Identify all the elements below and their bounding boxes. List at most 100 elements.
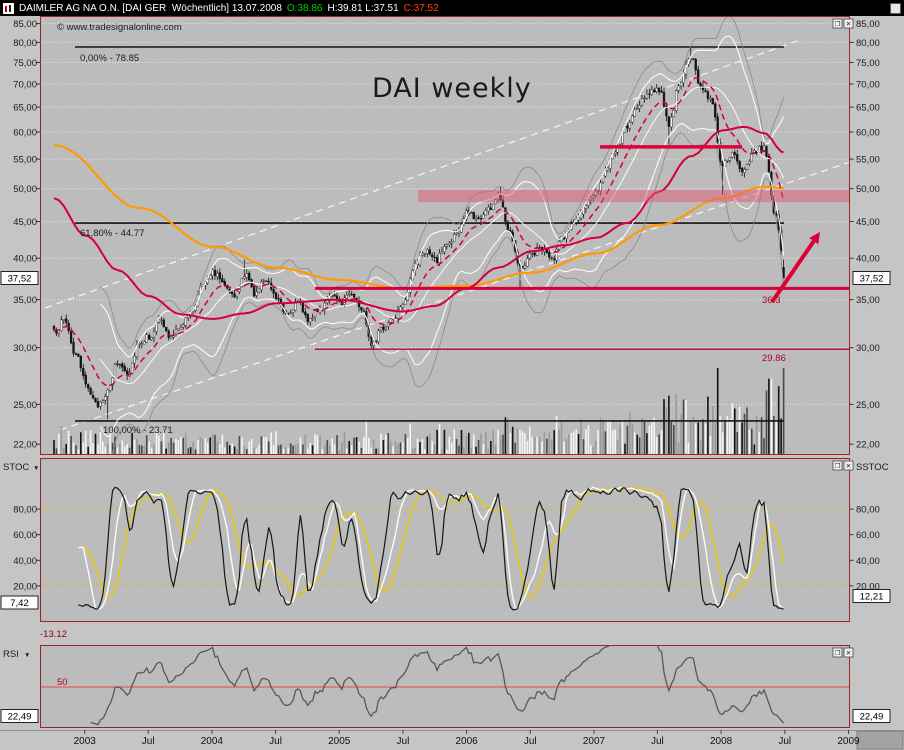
volume-bar [441, 448, 443, 454]
candle-body [289, 312, 292, 314]
stoc-close-button[interactable] [843, 460, 854, 471]
volume-bar [760, 417, 763, 454]
candle-body [348, 293, 351, 295]
volume-bar [92, 443, 94, 454]
volume-bar [521, 431, 524, 454]
volume-bar [555, 415, 558, 454]
candle-body [679, 82, 683, 87]
watermark: © www.tradesignalonline.com [57, 22, 182, 33]
rsi-close-button[interactable] [843, 647, 854, 658]
candle-body [487, 207, 490, 212]
medium-ma-crimson [53, 125, 784, 320]
volume-bar [365, 421, 368, 454]
rsi-line [90, 645, 785, 726]
volume-bar [143, 445, 146, 454]
stoc-secondary-value: -13.12 [40, 629, 67, 640]
main-restore-button[interactable] [832, 18, 843, 29]
volume-bar [246, 449, 248, 454]
axis-tick-label: 35,00 [856, 295, 880, 306]
volume-bar [626, 425, 629, 454]
stoc-dropdown-icon[interactable]: ▼ [33, 465, 39, 472]
time-label: Jul [778, 736, 791, 747]
candle-body [457, 231, 461, 234]
volume-bar [443, 429, 446, 454]
chart-titlebar: DAIMLER AG NA O.N. [DAI GER Wöchentlich]… [0, 0, 904, 16]
candle-body [296, 299, 300, 302]
instrument-chart-icon[interactable] [3, 2, 14, 14]
candle-body [728, 157, 732, 161]
candle-body [309, 318, 312, 323]
volume-bar [692, 417, 695, 454]
volume-bar [350, 445, 353, 454]
candle-body [584, 205, 588, 209]
sstoc-panel-title[interactable]: SSTOC [856, 462, 889, 473]
price-marker-left: 37,52 [0, 271, 39, 285]
candle-body [362, 310, 366, 312]
panel-frames [0, 16, 904, 750]
candle-body [523, 265, 527, 269]
volume-bar [267, 441, 270, 454]
candle-body [245, 273, 248, 278]
candle-body [343, 297, 346, 305]
volume-bar [399, 442, 402, 454]
volume-bar [104, 446, 106, 454]
projection-arrow [770, 232, 820, 304]
volume-bar [402, 442, 404, 454]
rsi-panel-title[interactable]: RSI [3, 649, 19, 660]
candle-body [765, 146, 768, 157]
stoc-close-icon: ✕ [846, 463, 851, 470]
volume-bar [541, 441, 543, 454]
volume-bar [63, 447, 65, 454]
rsi-midline-label: 50 [57, 677, 68, 688]
candle-body [123, 366, 126, 372]
axis-tick-label: 85,00 [13, 19, 37, 30]
volume-bar [734, 408, 736, 454]
volume-bar [638, 437, 641, 454]
stoc-signal-line [78, 487, 785, 599]
volume-bar [319, 435, 321, 454]
stoc-panel-title[interactable]: STOC [3, 462, 29, 473]
volume-bar [470, 448, 472, 454]
volume-bar [450, 442, 453, 454]
rsi-dropdown-icon[interactable]: ▼ [24, 652, 30, 659]
volume-bar [587, 425, 590, 454]
volume-bar [294, 444, 297, 454]
candle-body [650, 89, 653, 95]
volume-bar [782, 368, 785, 454]
volume-bar [746, 407, 748, 454]
volume-bar [287, 447, 289, 454]
window-restore-button[interactable] [890, 2, 901, 14]
time-label: 2004 [201, 736, 224, 747]
stoc-restore-button[interactable] [832, 460, 843, 471]
volume-bar [392, 446, 394, 454]
candle-body [699, 83, 702, 87]
candle-body [636, 108, 639, 110]
axis-tick-label: 40,00 [856, 254, 880, 265]
candle-body [374, 340, 378, 343]
candle-body [733, 152, 736, 155]
volume-bar [89, 430, 92, 454]
candle-body [82, 368, 85, 376]
axis-tick-label: 20,00 [856, 581, 880, 592]
volume-bar [707, 396, 709, 454]
volume-bar [80, 432, 82, 454]
volume-bar [336, 435, 338, 454]
volume-bar [775, 420, 777, 454]
volume-bar [477, 440, 480, 454]
volume-bar [643, 420, 646, 454]
candle-body [182, 324, 185, 328]
candle-body [218, 272, 222, 280]
rsi-marker-left-value: 22,49 [8, 712, 32, 723]
candle-body [675, 90, 678, 112]
volume-bar [697, 422, 699, 454]
volume-bar [289, 443, 292, 454]
axis-tick-label: 70,00 [856, 80, 880, 91]
candle-body [504, 207, 507, 222]
rsi-restore-button[interactable] [832, 647, 843, 658]
volume-bar [192, 441, 194, 454]
candle-body [701, 85, 705, 91]
candle-body [740, 167, 744, 173]
axis-tick-label: 65,00 [856, 103, 880, 114]
main-close-button[interactable] [843, 18, 854, 29]
volume-bar [94, 433, 97, 454]
